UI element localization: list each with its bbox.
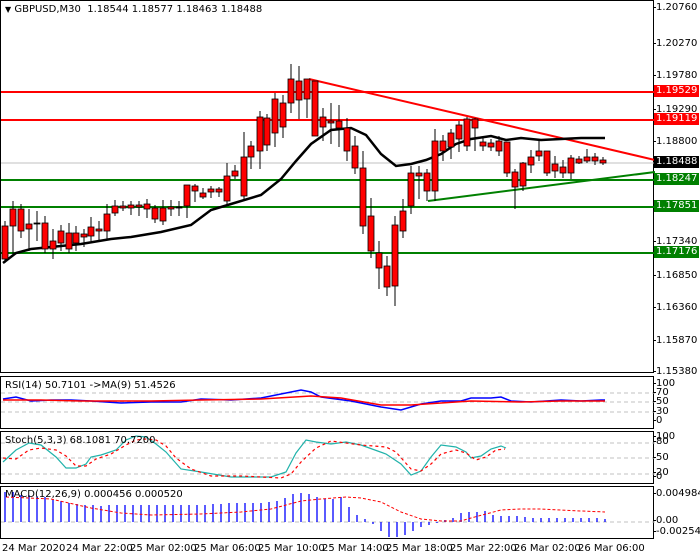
time-tick: 24 Mar 22:00 (66, 543, 133, 554)
macd-panel[interactable]: MACD(12,26,9) 0.000456 0.000520 (0, 486, 655, 539)
rsi-panel[interactable]: RSI(14) 50.7101 ->MA(9) 51.4526 (0, 376, 655, 429)
time-tick: 25 Mar 18:00 (386, 543, 453, 554)
price-tick: 1.16850 (652, 270, 698, 281)
macd-tick: -0.002547 (652, 526, 700, 537)
price-axis: 1.20760 1.20270 1.19780 1.19290 1.18800 … (652, 0, 700, 377)
rsi-axis: 100 70 50 30 0 (652, 376, 700, 429)
current-price-label: 1.18488 (654, 156, 700, 168)
price-tick: 1.18800 (652, 136, 698, 147)
macd-axis: 0.004984 0.00 -0.002547 (652, 486, 700, 539)
macd-title: MACD(12,26,9) 0.000456 0.000520 (5, 489, 183, 500)
stoch-panel[interactable]: Stoch(5,3,3) 68.1081 70.7200 (0, 431, 655, 484)
rsi-tick: 70 (653, 387, 669, 398)
price-chart (1, 64, 655, 306)
stoch-tick: 20 (653, 467, 669, 478)
triangle-down-icon[interactable]: ▼ (5, 5, 12, 14)
time-tick: 24 Mar 2020 (2, 543, 66, 554)
level-label-resistance: 1.19119 (654, 113, 700, 125)
time-tick: 25 Mar 06:00 (194, 543, 261, 554)
time-tick: 25 Mar 02:00 (130, 543, 197, 554)
price-tick: 1.20760 (652, 2, 698, 13)
level-label-support: 1.17176 (654, 246, 700, 258)
time-tick: 25 Mar 10:00 (258, 543, 325, 554)
macd-chart (1, 492, 655, 537)
price-tick: 1.19780 (652, 70, 698, 81)
stoch-tick: 50 (653, 452, 669, 463)
stoch-axis: 100 80 50 20 0 (652, 431, 700, 484)
macd-tick: 0.00 (652, 515, 679, 526)
level-label-support: 1.17851 (654, 200, 700, 212)
stoch-title: Stoch(5,3,3) 68.1081 70.7200 (5, 435, 156, 446)
price-tick: 1.15380 (652, 366, 698, 377)
chart-header: ▼ GBPUSD,M30 1.18544 1.18577 1.18463 1.1… (5, 4, 262, 15)
rsi-chart (1, 389, 655, 413)
time-tick: 26 Mar 02:00 (514, 543, 581, 554)
stoch-tick: 80 (653, 436, 669, 447)
time-tick: 26 Mar 06:00 (578, 543, 645, 554)
stoch-tick: 100 (652, 431, 676, 442)
price-tick: 1.19290 (652, 104, 698, 115)
rsi-tick: 0 (652, 415, 663, 426)
rsi-tick: 30 (653, 406, 669, 417)
price-tick: 1.17340 (652, 236, 698, 247)
price-tick: 1.20270 (652, 38, 698, 49)
rsi-tick: 50 (653, 396, 669, 407)
stoch-tick: 0 (652, 471, 663, 482)
rsi-title: RSI(14) 50.7101 ->MA(9) 51.4526 (5, 380, 176, 391)
macd-tick: 0.004984 (653, 488, 700, 499)
stoch-chart (1, 435, 655, 479)
rsi-tick: 100 (652, 378, 676, 389)
level-label-resistance: 1.19529 (654, 85, 700, 97)
ohlc-values: 1.18544 1.18577 1.18463 1.18488 (87, 4, 263, 15)
level-label-support: 1.18247 (654, 173, 700, 185)
time-tick: 25 Mar 14:00 (322, 543, 389, 554)
main-chart-panel[interactable]: ▼ GBPUSD,M30 1.18544 1.18577 1.18463 1.1… (0, 0, 655, 373)
price-tick: 1.15870 (652, 335, 698, 346)
time-tick: 25 Mar 22:00 (450, 543, 517, 554)
symbol-info: GBPUSD,M30 (14, 4, 81, 15)
price-tick: 1.16360 (652, 302, 698, 313)
